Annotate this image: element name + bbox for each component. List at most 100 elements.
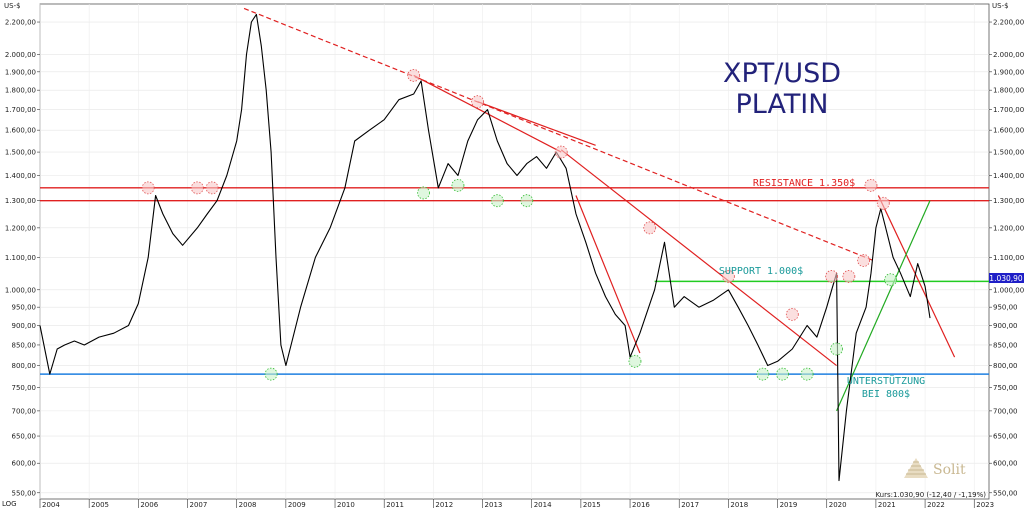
- x-tick-label: 2014: [534, 501, 552, 509]
- unterstuetzung-label-line1: UNTERSTÜTZUNG: [847, 374, 925, 387]
- chart-title-line2: PLATIN: [736, 89, 829, 120]
- support-pivot-marker: [417, 186, 430, 200]
- y-tick-label: 1.600,00: [5, 127, 36, 135]
- last-price-badge: 1.030,90: [989, 273, 1024, 283]
- price-series-line: [39, 13, 931, 482]
- y-tick-label: 2.000,00: [993, 51, 1024, 59]
- support-pivot-marker: [884, 273, 898, 287]
- y-tick-label: 900,00: [12, 322, 37, 330]
- resistance-pivot-marker: [842, 270, 856, 283]
- trendline: [836, 200, 931, 412]
- dashed-trendline: [243, 7, 874, 262]
- x-tick-label: 2020: [829, 501, 847, 509]
- y-tick-label: 1.000,00: [5, 286, 36, 294]
- y-tick-label: 2.200,00: [993, 19, 1024, 27]
- trendline: [560, 149, 837, 367]
- y-tick-label: 550,00: [993, 489, 1018, 497]
- y-tick-label: 1.200,00: [5, 224, 36, 232]
- y-tick-label: 1.600,00: [993, 127, 1024, 135]
- x-tick-label: 2006: [140, 501, 158, 509]
- support-pivot-marker: [800, 367, 814, 381]
- resistance-pivot-marker: [643, 221, 657, 235]
- last-price-text: 1.030,90: [989, 274, 1023, 283]
- x-tick-label: 2008: [239, 501, 257, 509]
- support-pivot-marker: [520, 194, 534, 208]
- x-tick-label: 2013: [485, 501, 503, 509]
- y-axis-left: 550,00 600,00 650,00 700,00 750,00 800,00 850,…: [5, 19, 40, 497]
- x-tick-label: 2005: [91, 501, 109, 509]
- x-tick-label: 2012: [435, 501, 453, 509]
- plot-frame: [39, 3, 990, 500]
- resistance-pivot-marker: [864, 178, 878, 192]
- y-tick-label: 850,00: [12, 341, 37, 349]
- support-pivot-marker: [451, 178, 465, 192]
- unterstuetzung-label-line2: BEI 800$: [862, 389, 910, 400]
- chart-grid: [39, 3, 990, 500]
- x-tick-label: 2011: [386, 501, 404, 509]
- resistance-pivot-marker: [205, 181, 219, 195]
- resistance-pivot-marker: [141, 181, 155, 195]
- support-pivot-marker: [830, 342, 843, 356]
- y-tick-label: 650,00: [12, 433, 37, 441]
- y-tick-label: 650,00: [993, 433, 1018, 441]
- y-tick-label: 800,00: [12, 362, 37, 370]
- y-tick-label: 700,00: [12, 407, 37, 415]
- resistance-pivot-marker: [825, 270, 839, 283]
- unit-label-right: US-$: [992, 2, 1009, 10]
- support-pivot-marker: [756, 367, 770, 381]
- y-tick-label: 1.700,00: [5, 106, 36, 114]
- solit-logo: Solit: [904, 458, 966, 478]
- trendline: [575, 195, 641, 354]
- x-tick-label: 2019: [780, 501, 798, 509]
- x-tick-label: 2017: [681, 501, 699, 509]
- x-tick-label: 2022: [927, 501, 945, 509]
- y-tick-label: 750,00: [12, 384, 37, 392]
- y-tick-label: 1.300,00: [5, 197, 36, 205]
- y-tick-label: 1.900,00: [993, 68, 1024, 76]
- y-tick-label: 900,00: [993, 322, 1018, 330]
- x-tick-label: 2009: [288, 501, 306, 509]
- trendline: [477, 101, 596, 146]
- x-tick-label: 2007: [190, 501, 208, 509]
- x-axis: 2004 2005 2006 2007 2008 2009 2010 2011 2012 2013…: [39, 499, 994, 509]
- y-tick-label: 1.800,00: [5, 87, 36, 95]
- resistance-pivot-marker: [471, 95, 485, 109]
- y-tick-label: 2.200,00: [5, 19, 36, 27]
- trendline: [413, 74, 562, 153]
- resistance-pivot-marker: [876, 196, 890, 210]
- x-tick-label: 2015: [583, 501, 601, 509]
- y-tick-label: 1.000,00: [993, 286, 1024, 294]
- y-tick-label: 950,00: [993, 304, 1018, 312]
- support-pivot-marker: [264, 367, 278, 381]
- y-tick-label: 2.000,00: [5, 51, 36, 59]
- y-tick-label: 700,00: [993, 407, 1018, 415]
- resistance-pivot-marker: [407, 69, 421, 82]
- y-tick-label: 600,00: [993, 460, 1018, 468]
- trendline: [877, 195, 956, 358]
- chart-title-line1: XPT/USD: [723, 58, 841, 89]
- y-tick-label: 550,00: [12, 489, 37, 497]
- resistance-pivot-marker: [721, 270, 735, 283]
- support-pivot-marker: [490, 194, 504, 208]
- x-tick-label: 2018: [730, 501, 748, 509]
- support-pivot-marker: [776, 367, 789, 381]
- y-tick-label: 1.400,00: [993, 172, 1024, 180]
- y-tick-label: 800,00: [993, 362, 1018, 370]
- x-tick-label: 2023: [976, 501, 994, 509]
- y-tick-label: 1.300,00: [993, 197, 1024, 205]
- y-tick-label: 600,00: [12, 460, 37, 468]
- scale-label: LOG: [2, 500, 17, 508]
- pyramid-icon: [904, 458, 928, 478]
- y-tick-label: 1.100,00: [993, 254, 1024, 262]
- resistance-pivot-marker: [785, 308, 799, 321]
- support-pivot-marker: [628, 354, 642, 368]
- x-tick-label: 2010: [337, 501, 355, 509]
- trendlines: [243, 7, 956, 412]
- resistance-pivot-marker: [190, 181, 204, 195]
- resistance-label: RESISTANCE 1.350$: [753, 178, 855, 189]
- y-tick-label: 1.700,00: [993, 106, 1024, 114]
- pivot-markers: [141, 69, 898, 381]
- x-tick-label: 2021: [878, 501, 896, 509]
- y-tick-label: 850,00: [993, 341, 1018, 349]
